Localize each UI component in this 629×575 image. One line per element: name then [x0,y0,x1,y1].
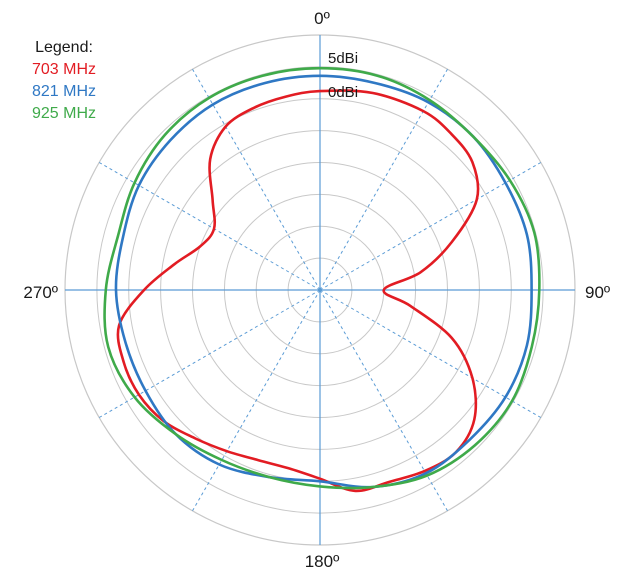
legend: Legend: 703 MHz 821 MHz 925 MHz [32,39,96,122]
pattern-series-group [103,66,541,493]
grid-spoke-120 [319,289,542,418]
angle-label-270: 270º [23,283,58,302]
grid-spoke-330 [192,68,321,291]
angle-label-180: 180º [305,552,340,571]
legend-item-703mhz: 703 MHz [32,61,96,78]
legend-item-821mhz: 821 MHz [32,83,96,100]
legend-item-925mhz: 925 MHz [32,105,96,122]
grid-spoke-240 [98,289,321,418]
grid-spoke-210 [192,289,321,512]
grid-spoke-150 [319,289,448,512]
angle-label-90: 90º [585,283,610,302]
grid-spoke-300 [98,162,321,291]
grid-spoke-30 [319,68,448,291]
series-line-925mhz [103,66,541,490]
polar-grid [64,34,576,546]
radial-label-0dbi: 0dBi [328,84,358,101]
series-line-821mhz [114,74,533,489]
legend-title: Legend: [35,39,93,56]
series-line-703mhz [116,89,480,493]
grid-spoke-60 [319,162,542,291]
radial-label-5dbi: 5dBi [328,50,358,67]
angle-label-0: 0º [314,9,330,28]
